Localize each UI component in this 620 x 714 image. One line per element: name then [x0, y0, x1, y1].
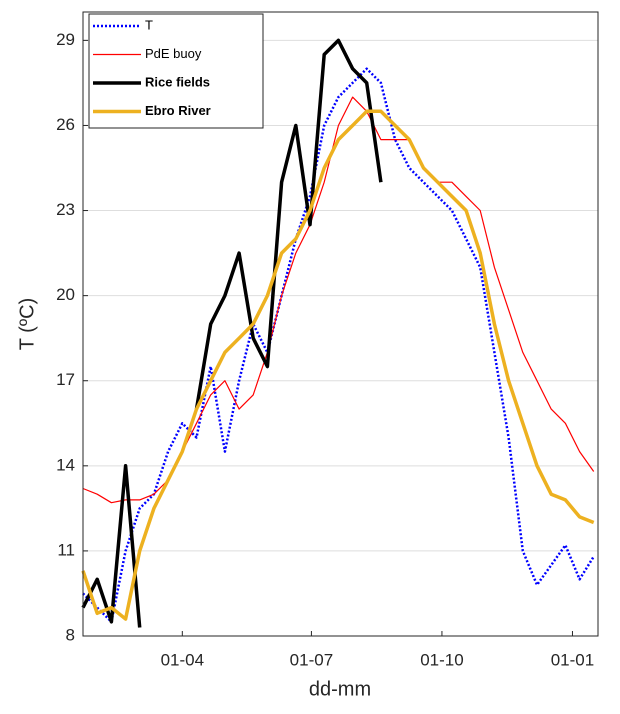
y-tick-label: 20	[56, 285, 75, 304]
legend-label: Rice fields	[145, 74, 210, 89]
legend-label: T	[145, 17, 153, 32]
series-line	[81, 109, 595, 621]
x-axis-label: dd-mm	[309, 678, 371, 700]
legend-label: Ebro River	[145, 103, 211, 118]
plot-frame	[82, 11, 599, 637]
y-tick-label: 11	[57, 540, 75, 559]
y-tick-label: 29	[56, 30, 75, 49]
y-tick-label: 8	[66, 625, 75, 644]
series-line	[82, 67, 595, 624]
y-tick-label: 23	[56, 200, 75, 219]
y-tick-label: 17	[56, 370, 75, 389]
x-tick-label: 01-10	[420, 650, 463, 669]
series-line	[81, 38, 383, 628]
y-axis-label: T (ºC)	[16, 298, 38, 350]
y-tick-label: 14	[56, 455, 75, 474]
legend-label: PdE buoy	[145, 46, 202, 61]
x-tick-label: 01-04	[161, 650, 204, 669]
legend-box	[88, 13, 264, 129]
x-tick-label: 01-07	[290, 650, 333, 669]
y-tick-label: 26	[56, 115, 75, 134]
x-tick-label: 01-01	[551, 650, 594, 669]
